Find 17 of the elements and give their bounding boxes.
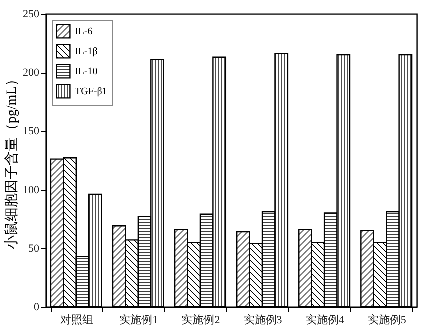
- y-tick-label: 0: [34, 302, 40, 314]
- y-tick-label: 100: [23, 184, 40, 196]
- legend-label: IL-1β: [75, 46, 98, 58]
- legend-label: IL-6: [75, 26, 93, 38]
- x-tick-label: 实施例2: [182, 314, 220, 326]
- y-tick-label: 250: [23, 8, 40, 20]
- legend-label: IL-10: [75, 66, 98, 78]
- x-tick-label: 对照组: [60, 314, 94, 326]
- y-tick-label: 50: [28, 242, 40, 255]
- legend-label: TGF-β1: [75, 86, 108, 98]
- x-tick-label: 实施例4: [306, 314, 345, 326]
- y-tick-label: 200: [23, 67, 40, 80]
- x-tick-label: 实施例5: [368, 314, 407, 326]
- y-tick-label: 150: [23, 126, 40, 138]
- x-tick-label: 实施例3: [244, 314, 283, 326]
- y-axis-title: 小鼠细胞因子含量（pg/mL）: [4, 72, 20, 250]
- x-tick-label: 实施例1: [120, 314, 158, 326]
